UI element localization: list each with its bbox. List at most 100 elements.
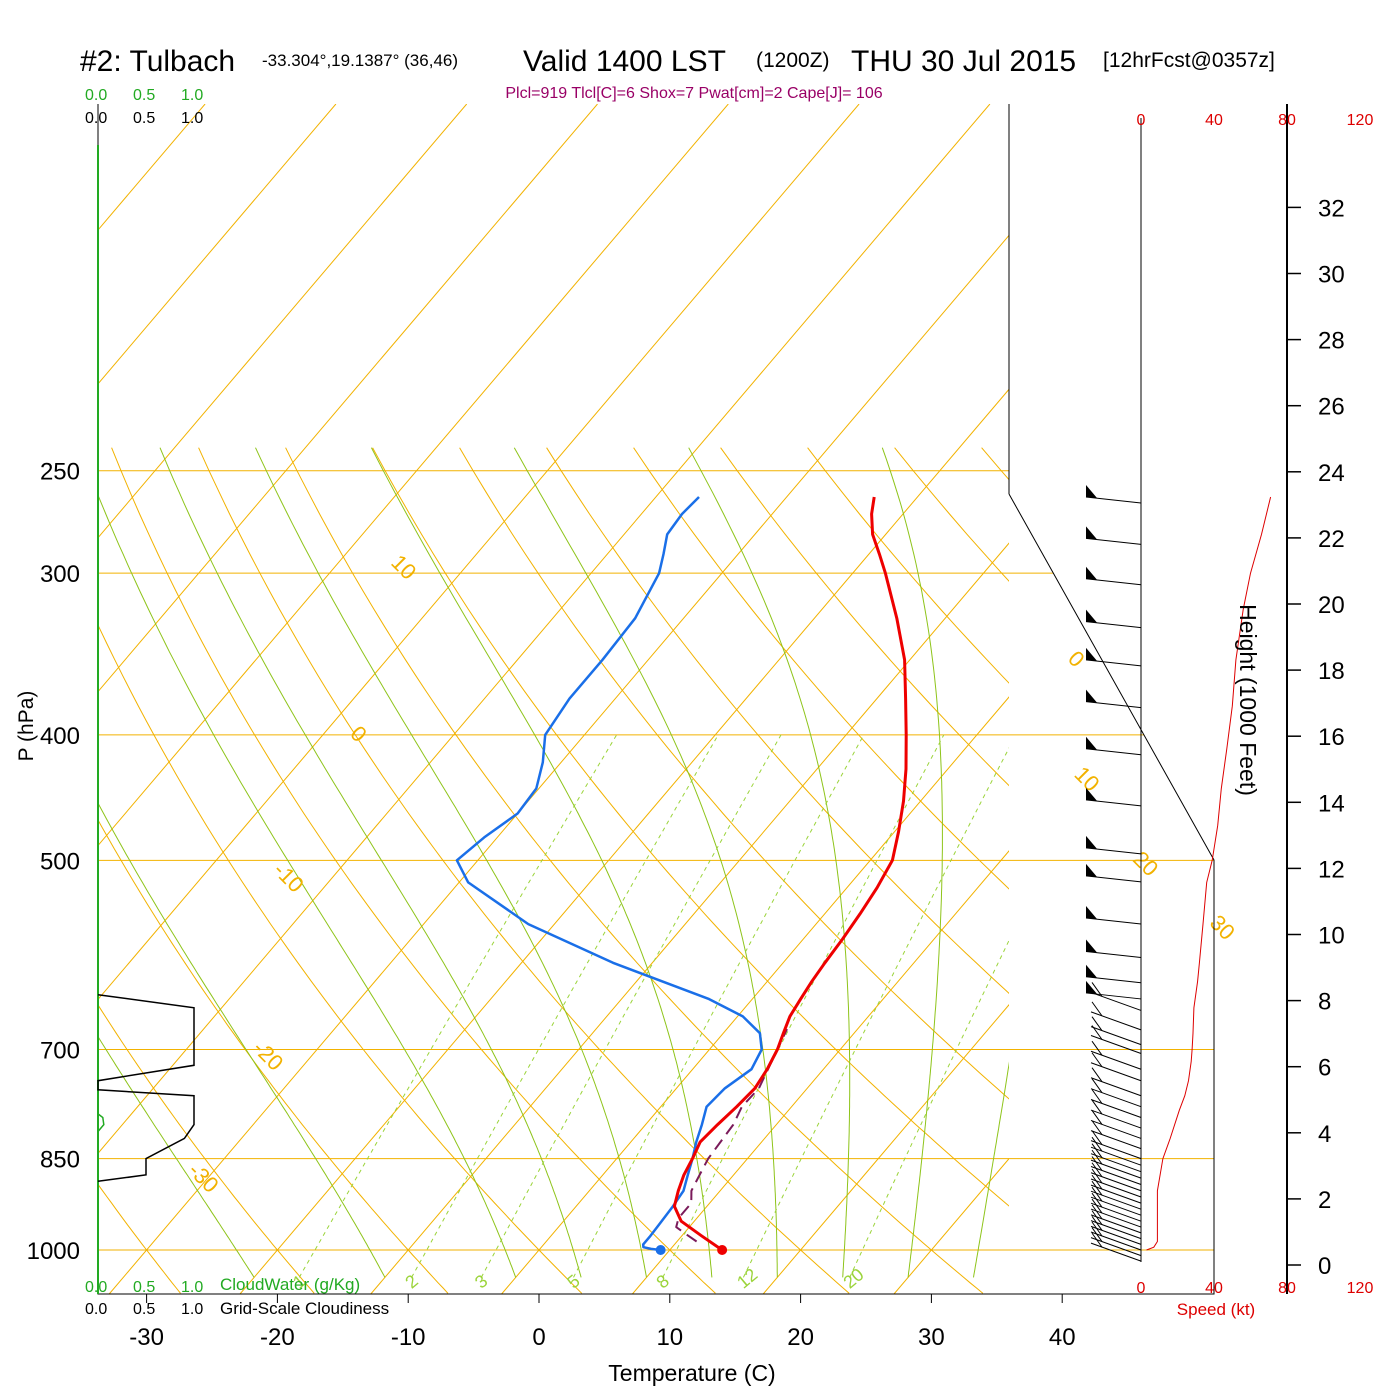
speed-tick-bottom-3: 120 <box>1347 1280 1374 1297</box>
wind-barb-feather <box>1091 1136 1103 1152</box>
cloudiness-tick-top-1: 0.5 <box>133 110 155 127</box>
height-tick-16: 16 <box>1318 724 1345 751</box>
wind-barb <box>1090 1025 1142 1054</box>
wind-barb-feather <box>1091 1180 1103 1196</box>
pressure-axis: 250 300 400 500 700 850 1000 <box>27 459 80 1265</box>
temperature-trace <box>672 496 908 1255</box>
wind-barb-feather <box>1091 1210 1103 1225</box>
temperature-tick--20: -20 <box>260 1324 295 1351</box>
wind-barb-pennant <box>1086 647 1097 661</box>
pressure-tick-1000: 1000 <box>27 1238 80 1265</box>
mixing-ratio-line <box>411 734 719 1278</box>
wind-barb-pennant <box>1086 689 1097 703</box>
wind-barb-staff <box>1090 1011 1142 1031</box>
dry-adiabat <box>98 1004 315 1294</box>
moist-adiabat <box>98 1035 255 1278</box>
wind-barb <box>1090 1143 1142 1173</box>
isotherm-label: -30 <box>183 1158 223 1198</box>
height-tick-28: 28 <box>1318 328 1345 355</box>
wind-barb-staff <box>1090 1146 1142 1166</box>
wind-barb-feather <box>1091 1110 1103 1125</box>
speed-tick-bottom-0: 0 <box>1137 1280 1146 1297</box>
wind-barb <box>1090 1174 1142 1204</box>
wind-barb-feather <box>1091 1221 1103 1237</box>
temperature-tick-30: 30 <box>918 1324 945 1351</box>
wind-barb-staff <box>1085 537 1142 545</box>
cloudiness-tick-bottom-2: 1.0 <box>181 1301 203 1318</box>
wind-barb-pennant <box>1086 905 1097 919</box>
wind-barb <box>1090 1216 1142 1245</box>
valid-time: Valid 1400 LST <box>523 45 726 78</box>
moist-adiabat <box>98 493 517 1278</box>
wind-barb-staff <box>1090 1202 1142 1222</box>
dry-adiabat <box>98 623 583 1294</box>
wind-barb-staff <box>1090 1208 1142 1228</box>
cloudwater-trace <box>97 1113 105 1132</box>
height-tick-8: 8 <box>1318 989 1331 1016</box>
height-tick-18: 18 <box>1318 658 1345 685</box>
wind-barb <box>1085 939 1142 958</box>
wind-barb-pennant <box>1086 964 1097 978</box>
wind-barb-staff <box>1090 1026 1142 1046</box>
wind-barb-staff <box>1090 1140 1142 1160</box>
isotherm-50 <box>1156 104 1400 1294</box>
wind-barb <box>1085 647 1142 667</box>
wind-barb <box>1090 1227 1142 1257</box>
wind-barb-staff <box>1090 1172 1142 1192</box>
cloudwater-tick-bottom-0: 0.0 <box>85 1279 107 1296</box>
wind-barb-staff <box>1090 1231 1142 1251</box>
temperature-tick-10: 10 <box>656 1324 683 1351</box>
forecast-date: THU 30 Jul 2015 <box>851 45 1076 78</box>
wind-barb-pennant <box>1086 736 1097 750</box>
wind-barb-feather <box>1091 1016 1103 1031</box>
height-tick-10: 10 <box>1318 923 1345 950</box>
wind-barb-staff <box>1085 799 1142 807</box>
wind-barb-staff <box>1090 1109 1142 1129</box>
height-tick-2: 2 <box>1318 1187 1331 1214</box>
isotherm-20 <box>762 1004 1009 1294</box>
x-axis-title: Temperature (C) <box>608 1360 775 1386</box>
wind-barb <box>1090 1052 1142 1082</box>
wind-barb-pennant <box>1086 526 1097 540</box>
height-tick-26: 26 <box>1318 394 1345 421</box>
wind-barb-staff <box>1090 1184 1142 1204</box>
wind-barb-staff <box>1090 1153 1142 1173</box>
isotherm--50 <box>98 104 860 1001</box>
height-tick-30: 30 <box>1318 262 1345 289</box>
wind-barb-pennant <box>1086 485 1097 499</box>
wind-barb <box>1090 1198 1142 1228</box>
station-title: #2: Tulbach <box>80 45 235 78</box>
moist-adiabat <box>973 1061 1009 1278</box>
wind-barb-pennant <box>1086 835 1097 849</box>
wind-barb-pennant <box>1086 787 1097 801</box>
wind-barb-staff <box>1090 1242 1142 1262</box>
wind-speed-line <box>1146 496 1272 1251</box>
wind-barb-feather <box>1091 1232 1103 1248</box>
wind-barb-staff <box>1090 1159 1142 1179</box>
cloudiness-tick-top-2: 1.0 <box>181 110 203 127</box>
dry-adiabat <box>633 447 1009 890</box>
wind-barb-feather <box>1091 1168 1103 1184</box>
wind-barb-pennant <box>1086 863 1097 877</box>
height-tick-0: 0 <box>1318 1253 1331 1280</box>
wind-barb-pennant <box>1086 980 1097 994</box>
wind-barb <box>1090 1110 1142 1139</box>
wind-barb-feather <box>1091 1227 1103 1242</box>
wind-barb <box>1090 1221 1142 1251</box>
wind-barb-feather <box>1091 1198 1103 1214</box>
cloudwater-label: CloudWater (g/Kg) <box>220 1275 360 1294</box>
cloudiness-line <box>97 993 195 1183</box>
wind-barb-staff <box>1090 1166 1142 1185</box>
wind-barb <box>1085 526 1142 545</box>
dry-adiabat <box>98 818 449 1294</box>
wind-barb-staff <box>1085 621 1142 629</box>
wind-barb-feather <box>1091 1174 1103 1190</box>
wind-barb <box>1090 1192 1142 1222</box>
isotherm-label: 30 <box>1205 910 1240 945</box>
mixing-ratio-label-3: 3 <box>471 1271 492 1293</box>
temperature-tick--30: -30 <box>129 1324 164 1351</box>
wind-barb <box>1090 1156 1142 1185</box>
y-axis-title: P (hPa) <box>15 691 38 762</box>
cloudwater-tick-bottom-1: 0.5 <box>133 1279 155 1296</box>
